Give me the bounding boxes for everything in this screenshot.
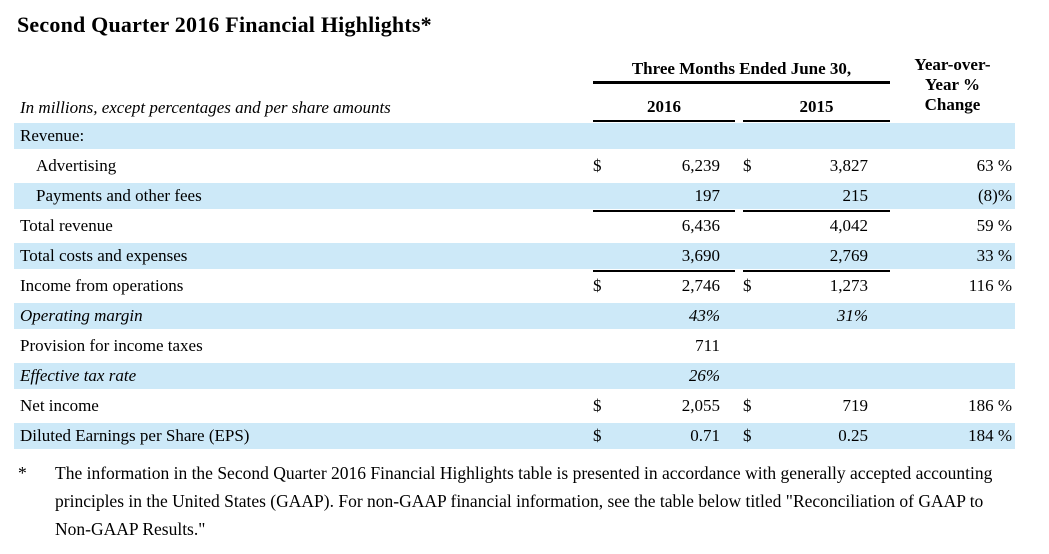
yoy-change-value: (8)%	[978, 186, 1012, 205]
yoy-change-value: 184 %	[968, 426, 1012, 445]
table-row: Diluted Earnings per Share (EPS) $ 0.71 …	[14, 423, 1015, 449]
yoy-header-line-3: Change	[924, 95, 981, 114]
value-2015: 719	[842, 396, 869, 415]
footnote: * The information in the Second Quarter …	[18, 459, 1049, 543]
yoy-change-value: 59 %	[976, 216, 1012, 235]
dollar-sign: $	[593, 396, 602, 415]
table-row: Provision for income taxes 711	[14, 333, 1015, 359]
row-label: Provision for income taxes	[20, 336, 203, 355]
yoy-column-header: Year-over- Year % Change	[890, 48, 1015, 122]
page-title: Second Quarter 2016 Financial Highlights…	[17, 12, 432, 37]
table-row: Revenue:	[14, 123, 1015, 149]
dollar-sign: $	[593, 156, 602, 175]
table-row: Income from operations $ 2,746 $ 1,273 1…	[14, 273, 1015, 299]
value-2015: 3,827	[829, 156, 868, 175]
yoy-change-value: 63 %	[976, 156, 1012, 175]
row-label: Effective tax rate	[20, 366, 137, 385]
row-label: Total costs and expenses	[20, 246, 188, 265]
financial-highlights-table: In millions, except percentages and per …	[14, 48, 1015, 449]
dollar-sign: $	[743, 396, 752, 415]
value-2016: 2,055	[681, 396, 720, 415]
row-label: Total revenue	[20, 216, 113, 235]
dollar-sign: $	[593, 426, 602, 445]
row-label: Operating margin	[20, 306, 143, 325]
value-2015: 215	[842, 186, 869, 205]
dollar-sign: $	[743, 156, 752, 175]
table-row: Advertising $ 6,239 $ 3,827 63 %	[14, 153, 1015, 179]
value-2016: 43%	[688, 306, 720, 325]
yoy-header-line-2: Year %	[925, 75, 980, 94]
dollar-sign: $	[593, 276, 602, 295]
value-2016: 3,690	[681, 246, 720, 265]
yoy-header-line-1: Year-over-	[914, 55, 991, 74]
row-label: Payments and other fees	[36, 186, 202, 205]
period-column-group-header: Three Months Ended June 30,	[593, 48, 890, 84]
row-label: Income from operations	[20, 276, 184, 295]
table-row: Net income $ 2,055 $ 719 186 %	[14, 393, 1015, 419]
value-2016: 711	[695, 336, 720, 355]
value-2015: 0.25	[838, 426, 868, 445]
yoy-change-value: 116 %	[968, 276, 1012, 295]
dollar-sign: $	[743, 426, 752, 445]
row-label: Diluted Earnings per Share (EPS)	[20, 426, 250, 445]
value-2016: 0.71	[690, 426, 720, 445]
table-subtitle: In millions, except percentages and per …	[20, 98, 391, 117]
value-2015: 31%	[836, 306, 868, 325]
row-label: Net income	[20, 396, 99, 415]
dollar-sign: $	[743, 276, 752, 295]
row-label: Revenue:	[20, 126, 85, 145]
table-row: Payments and other fees 197 215 (8)%	[14, 183, 1015, 212]
value-2016: 6,239	[681, 156, 720, 175]
table-body: Revenue: Advertising $ 6,239 $ 3,827 63 …	[14, 123, 1015, 449]
value-2016: 26%	[688, 366, 720, 385]
table-row: Operating margin 43% 31%	[14, 303, 1015, 329]
value-2015: 2,769	[829, 246, 868, 265]
table-row: Effective tax rate 26%	[14, 363, 1015, 389]
column-header-2016: 2016	[593, 84, 735, 122]
yoy-change-value: 33 %	[976, 246, 1012, 265]
value-2016: 2,746	[681, 276, 720, 295]
value-2015: 1,273	[829, 276, 868, 295]
footnote-text: The information in the Second Quarter 20…	[55, 463, 993, 539]
yoy-change-value: 186 %	[968, 396, 1012, 415]
row-label: Advertising	[36, 156, 117, 175]
column-header-2015: 2015	[743, 84, 890, 122]
financial-highlights-document: Second Quarter 2016 Financial Highlights…	[0, 10, 1049, 554]
table-header: In millions, except percentages and per …	[14, 48, 1015, 122]
table-row: Total revenue 6,436 4,042 59 %	[14, 213, 1015, 239]
footnote-marker: *	[18, 463, 27, 483]
value-2016: 6,436	[681, 216, 720, 235]
value-2016: 197	[694, 186, 721, 205]
table-row: Total costs and expenses 3,690 2,769 33 …	[14, 243, 1015, 272]
value-2015: 4,042	[829, 216, 868, 235]
